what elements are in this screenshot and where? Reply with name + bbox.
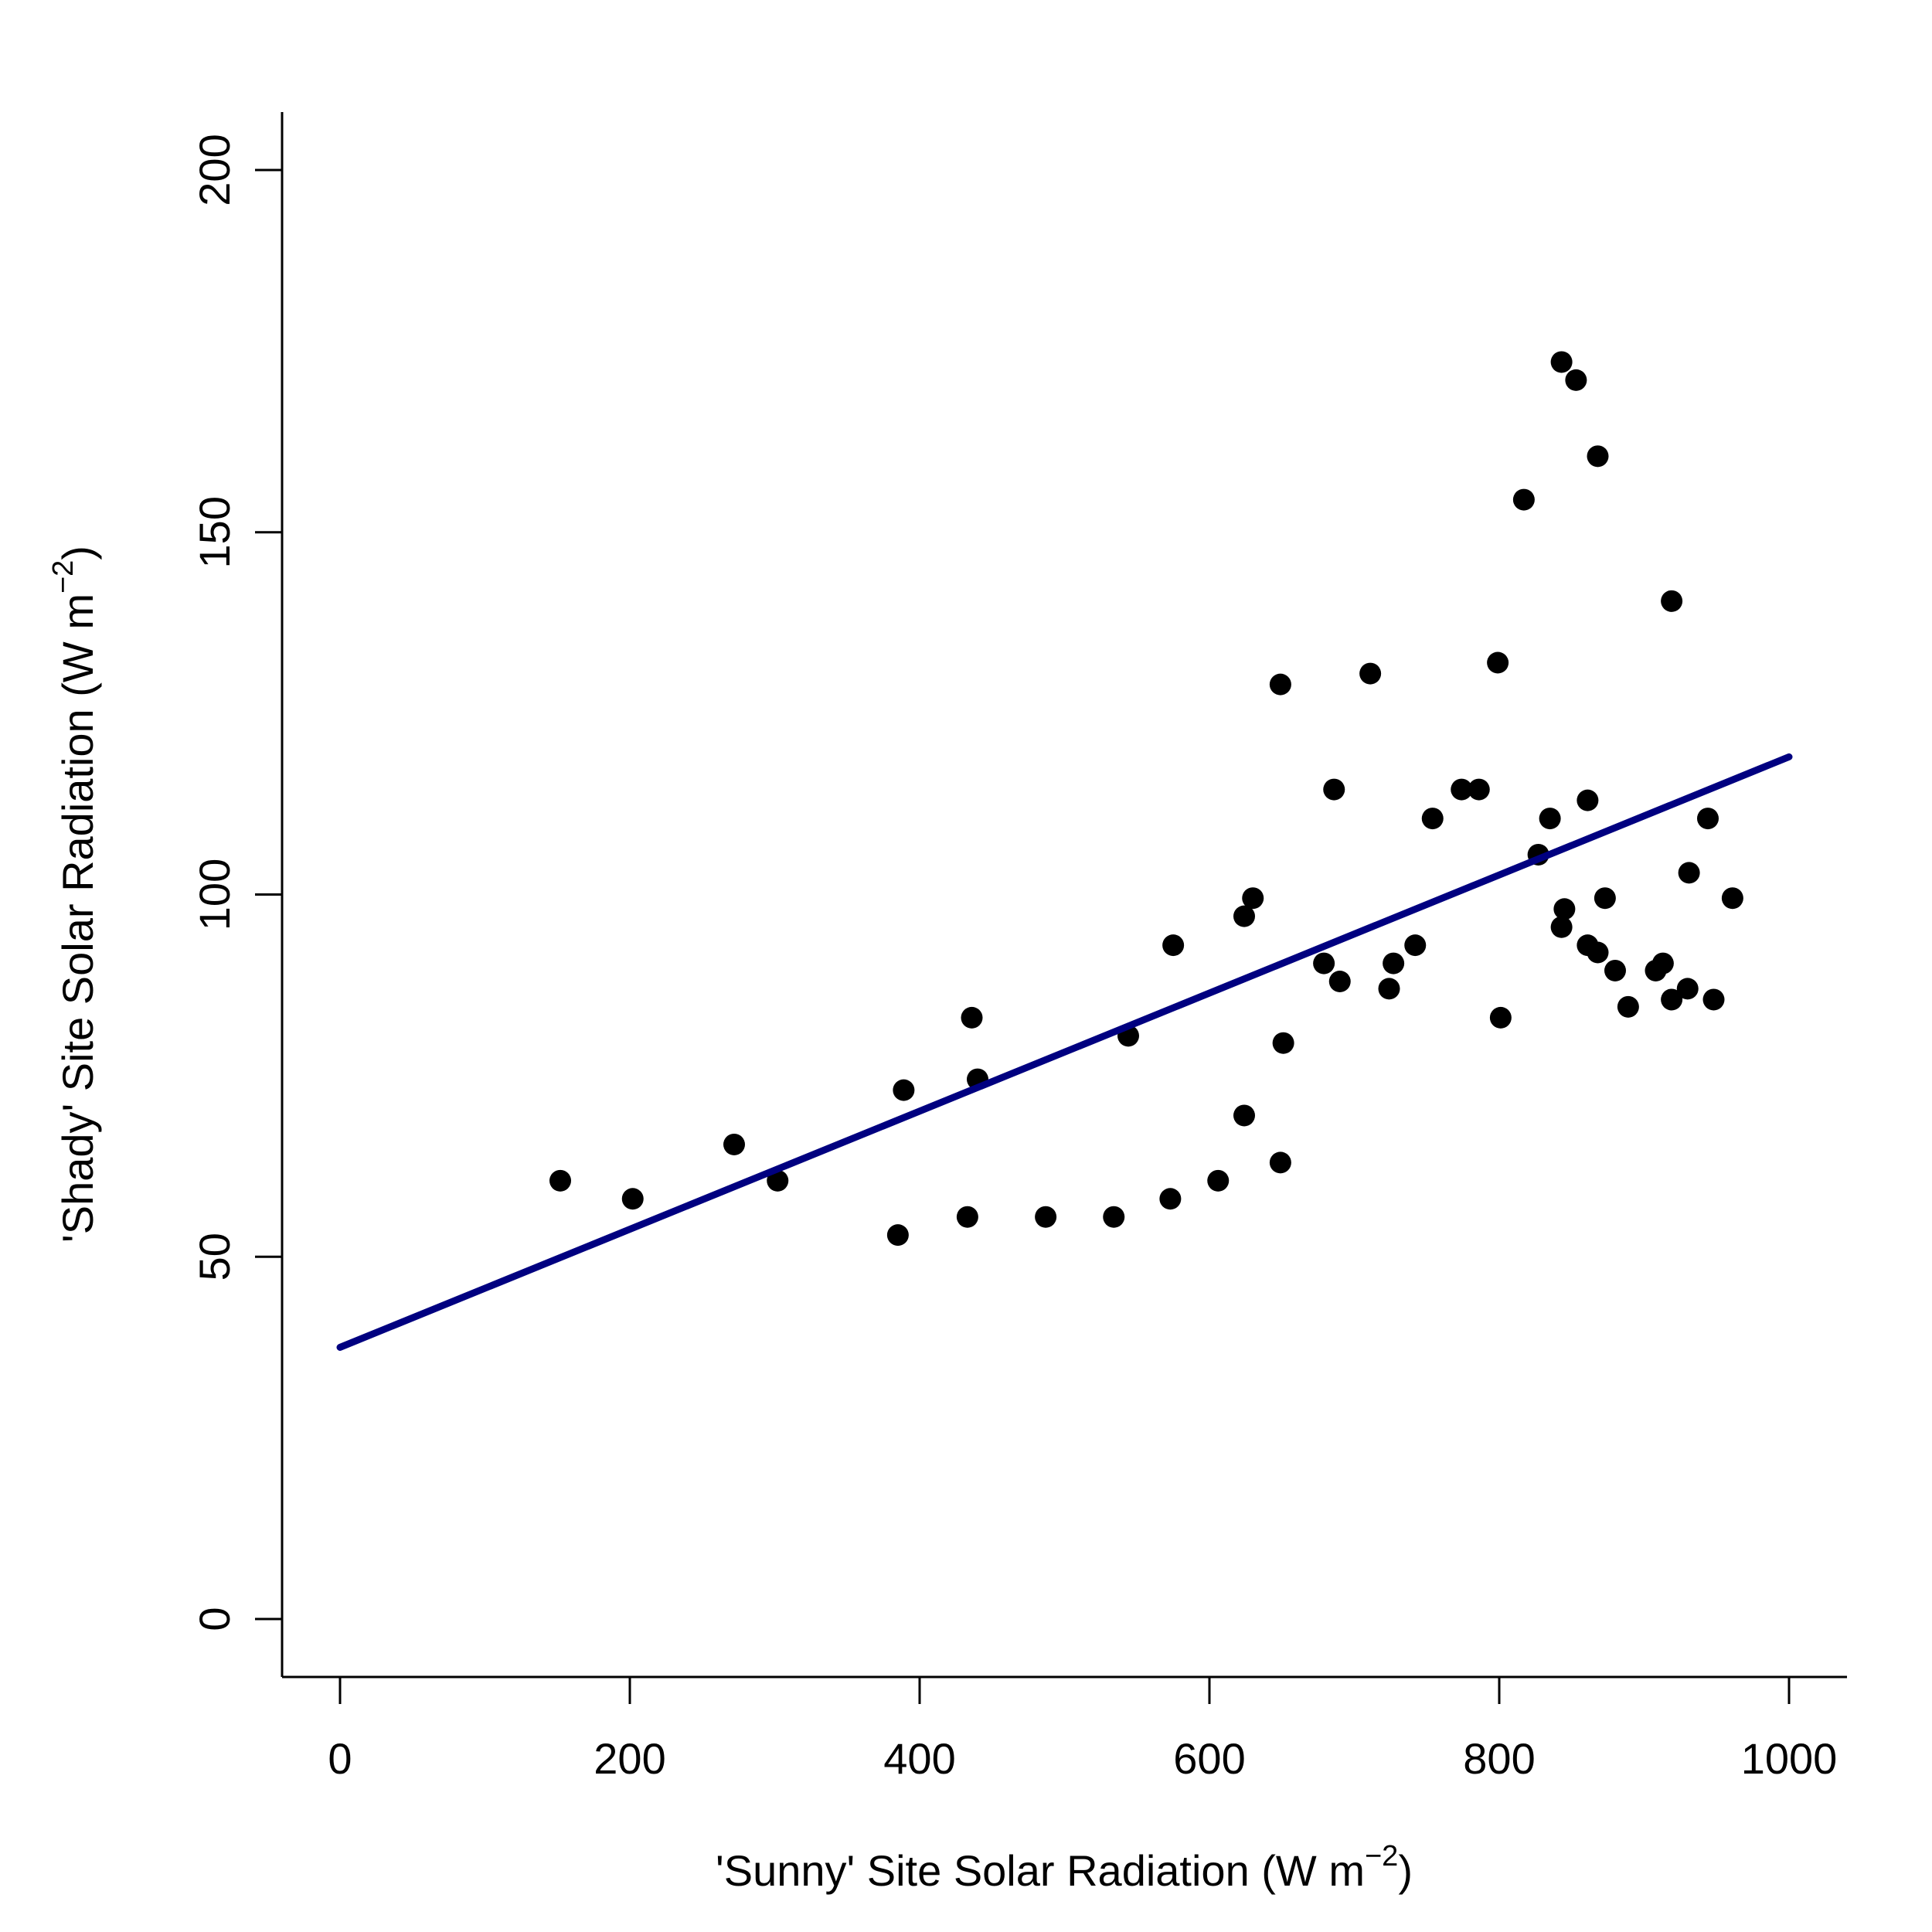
data-point	[1272, 1032, 1294, 1054]
data-point	[1489, 1006, 1512, 1029]
data-point	[1359, 662, 1382, 685]
data-point	[1468, 778, 1490, 801]
data-point	[961, 1006, 983, 1029]
x-axis-title: 'Sunny' Site Solar Radiation (W m−2)	[716, 1840, 1413, 1895]
data-point	[1550, 916, 1573, 938]
data-point	[1651, 952, 1674, 975]
data-point	[1162, 934, 1185, 957]
data-point	[1577, 789, 1599, 811]
data-point	[549, 1169, 571, 1192]
y-tick-label: 100	[190, 859, 239, 930]
data-point	[886, 1224, 909, 1247]
data-point	[956, 1206, 978, 1228]
y-tick-label: 150	[190, 496, 239, 568]
y-axis-title: 'Shady' Site Solar Radiation (W m−2)	[47, 546, 102, 1243]
data-point	[1035, 1206, 1057, 1228]
y-ticks: 0 50 100 150 200	[190, 134, 282, 1631]
data-point	[1378, 978, 1400, 1000]
data-point	[1207, 1169, 1230, 1192]
data-point	[1550, 351, 1573, 373]
data-point	[1383, 952, 1405, 975]
data-point	[1553, 898, 1576, 920]
data-point	[723, 1133, 745, 1155]
y-tick-label: 200	[190, 134, 239, 206]
x-tick-label: 800	[1463, 1734, 1535, 1783]
data-point	[1404, 934, 1427, 957]
data-point	[1451, 778, 1473, 801]
data-point	[1512, 488, 1535, 511]
data-point	[1604, 959, 1626, 981]
y-tick-label: 0	[190, 1607, 239, 1631]
data-point	[1233, 905, 1255, 927]
data-point	[1702, 988, 1725, 1011]
data-point	[893, 1079, 915, 1101]
data-point	[1565, 369, 1587, 391]
data-points	[549, 351, 1743, 1247]
data-point	[1242, 887, 1264, 910]
data-point	[1661, 590, 1683, 612]
data-point	[1721, 887, 1743, 910]
data-point	[1159, 1188, 1182, 1210]
data-point	[1617, 995, 1639, 1018]
data-point	[1487, 651, 1509, 674]
data-point	[1313, 952, 1335, 975]
data-point	[1421, 808, 1444, 830]
y-tick-label: 50	[190, 1233, 239, 1281]
data-point	[1269, 1151, 1291, 1174]
data-point	[1328, 971, 1351, 992]
data-point	[1233, 1104, 1255, 1127]
data-point	[621, 1188, 644, 1210]
x-tick-label: 200	[594, 1734, 665, 1783]
regression-line	[336, 753, 1793, 1351]
data-point	[1661, 988, 1683, 1011]
data-point	[1676, 978, 1699, 1000]
data-point	[1697, 808, 1719, 830]
x-ticks: 0 200 400 600 800 1000	[328, 1677, 1837, 1783]
data-point	[1587, 941, 1609, 964]
data-point	[1587, 445, 1609, 468]
data-point	[1323, 778, 1345, 801]
x-tick-label: 400	[883, 1734, 955, 1783]
data-point	[1594, 887, 1616, 910]
data-point	[1103, 1206, 1125, 1228]
data-point	[767, 1169, 789, 1192]
data-point	[1269, 673, 1291, 696]
data-point	[1678, 862, 1700, 884]
data-point	[1539, 808, 1561, 830]
x-tick-label: 600	[1173, 1734, 1245, 1783]
x-tick-label: 0	[328, 1734, 352, 1783]
x-tick-label: 1000	[1741, 1734, 1838, 1783]
